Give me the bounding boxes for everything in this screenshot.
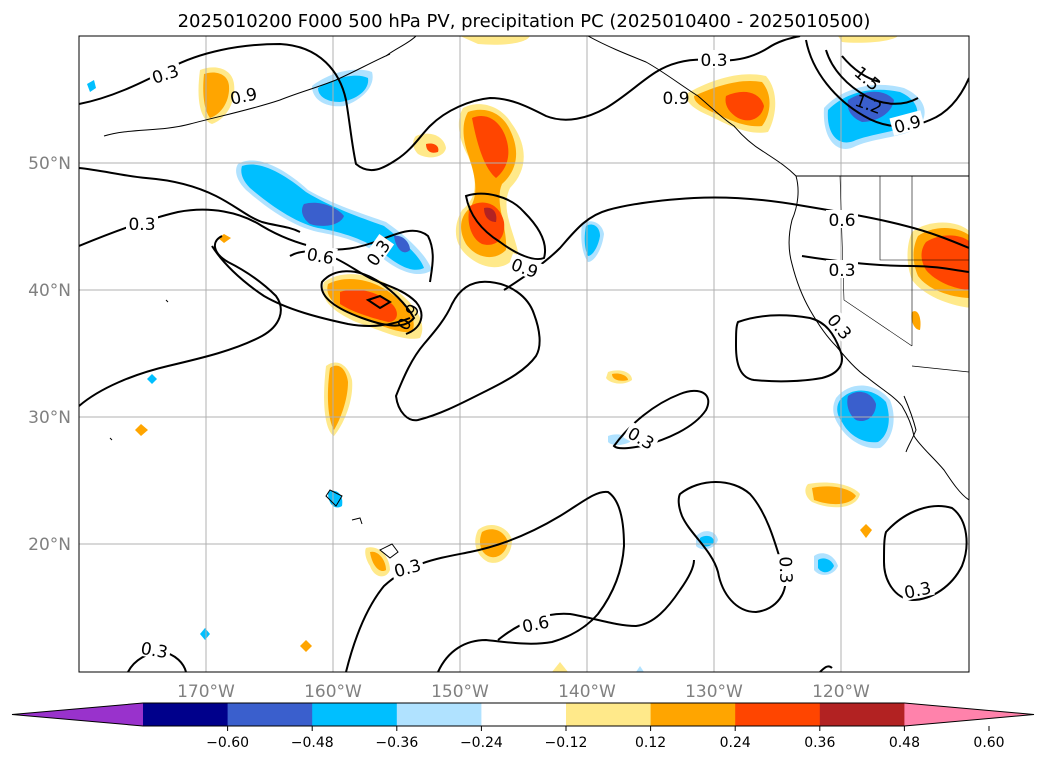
lat-label: 40°N <box>28 281 71 301</box>
contour-0.3-aleutian <box>79 167 301 233</box>
contour-1.2-trough <box>825 49 919 105</box>
us-mexico-border <box>911 365 969 373</box>
lon-label: 170°W <box>177 682 235 702</box>
contour-label: 0.3 <box>700 51 727 71</box>
contour-0.3-small <box>612 389 710 450</box>
colorbar-tick-label: −0.36 <box>375 735 418 751</box>
colorbar-tick-label: 0.48 <box>889 735 920 751</box>
coastlines <box>103 36 969 559</box>
colorbar-tick-label: 0.12 <box>635 735 666 751</box>
kauai <box>325 489 343 507</box>
map-frame <box>78 35 970 673</box>
contour-label: 0.6 <box>305 245 335 269</box>
contour-0.3-gyre <box>394 280 541 422</box>
hawaii-island <box>379 543 399 559</box>
figure-title: 2025010200 F000 500 hPa PV, precipitatio… <box>178 11 871 32</box>
colorbar-segment <box>481 703 567 726</box>
precip-positive-anomaly <box>135 36 969 672</box>
lon-label: 130°W <box>685 682 743 702</box>
contour-0.6-east <box>503 196 969 291</box>
contour-label: 0.9 <box>662 89 689 109</box>
colorbar-segment <box>396 703 482 726</box>
colorbar-tick-label: 0.36 <box>804 735 835 751</box>
colorbar-tick-label: −0.48 <box>291 735 334 751</box>
colorbar-tick-label: 0.60 <box>973 735 1004 751</box>
colorbar-tick-label: −0.60 <box>206 735 249 751</box>
wake <box>109 437 113 441</box>
contour-0.3-south-west <box>79 235 282 407</box>
lat-label: 50°N <box>28 154 71 174</box>
lat-label: 30°N <box>28 408 71 428</box>
aleutian-coast <box>103 53 391 137</box>
contour-1.2-loop <box>365 294 392 310</box>
colorbar-tick-label: −0.24 <box>460 735 503 751</box>
contour-0.3-south-east <box>677 481 787 614</box>
map-panel: 0.3 0.9 0.3 1.5 1.2 0.9 0.9 0.3 0.6 0.3 … <box>78 35 970 673</box>
colorbar-segment <box>819 703 905 726</box>
lat-label: 20°N <box>28 535 71 555</box>
contour-label: 0.6 <box>828 211 855 231</box>
longitude-labels: 170°W 160°W 150°W 140°W 130°W 120°W <box>177 682 870 702</box>
colorbar-segment <box>143 703 229 726</box>
colorbar-tick-label: −0.12 <box>545 735 588 751</box>
colorbar-segment <box>650 703 736 726</box>
colorbar-segment <box>735 703 821 726</box>
colorbar-segment <box>312 703 398 726</box>
contour-0.9-eddy <box>464 192 546 260</box>
contour-0.3-california <box>734 314 843 383</box>
midway <box>165 299 169 303</box>
colorbar-segment <box>227 703 313 726</box>
contour-0.6-west <box>211 245 411 327</box>
colorbar-segment <box>566 703 652 726</box>
lon-label: 150°W <box>431 682 489 702</box>
alaska-coast <box>385 36 417 57</box>
contour-0.3-far-east <box>882 505 968 602</box>
contour-label: 0.3 <box>828 261 855 281</box>
contour-0.9-loop <box>320 270 416 327</box>
oahu <box>351 517 363 525</box>
north-america-coast <box>587 36 969 501</box>
contour-label: 0.3 <box>775 556 796 584</box>
colorbar: −0.60 −0.48 −0.36 −0.24 −0.12 0.12 0.24 0.36 0.4… <box>11 702 1035 751</box>
lon-label: 140°W <box>558 682 616 702</box>
colorbar-outline <box>11 702 1035 727</box>
contour-label: 0.3 <box>139 639 169 663</box>
latitude-labels: 50°N 40°N 30°N 20°N <box>28 154 71 555</box>
colorbar-extend-high <box>904 703 1034 726</box>
baja-coast <box>903 395 917 453</box>
contour-0.9-trough <box>805 39 969 128</box>
lon-label: 160°W <box>304 682 362 702</box>
lon-label: 120°W <box>812 682 870 702</box>
contour-label: 0.3 <box>128 215 155 235</box>
colorbar-extend-low <box>12 703 143 726</box>
contour-0.3-bottom <box>819 665 833 672</box>
contour-0.3-north <box>79 36 801 172</box>
colorbar-tick-label: 0.24 <box>720 735 751 751</box>
contour-1.5-trough <box>841 55 881 83</box>
